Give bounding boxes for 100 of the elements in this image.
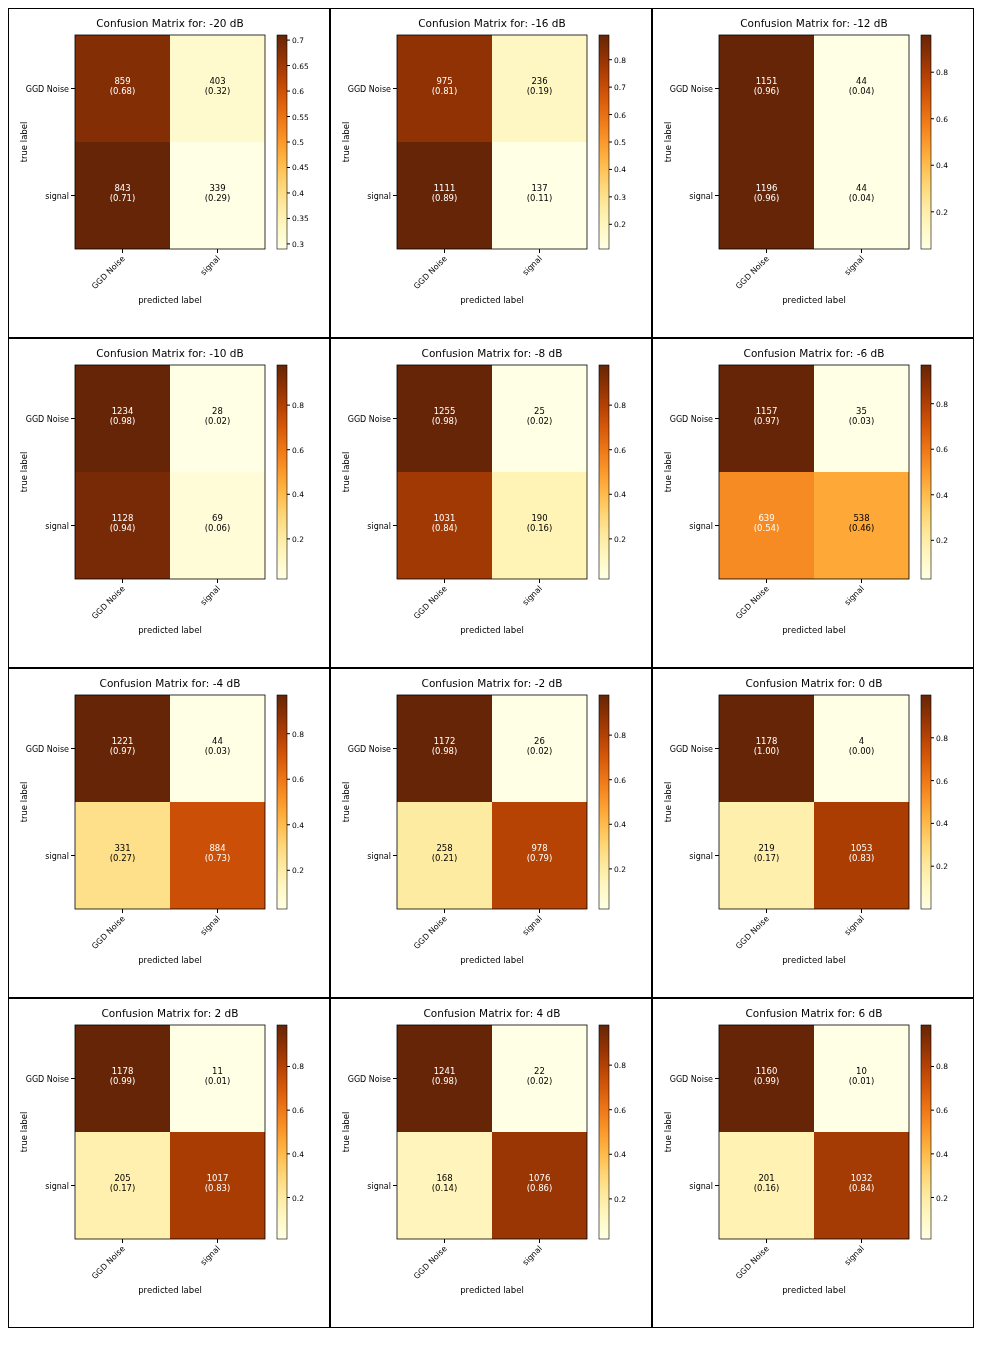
y-axis-title: true label: [663, 121, 673, 163]
data-label: 1160 (0.99): [753, 1065, 780, 1086]
data-label: 258 (0.21): [431, 842, 458, 863]
y-tick-label: signal: [367, 1181, 391, 1191]
y-axis-title: true label: [663, 1111, 673, 1153]
y-tick-label: signal: [45, 851, 69, 861]
chart-title: Confusion Matrix for: -8 dB: [421, 347, 563, 359]
y-tick-label: GGD Noise: [347, 414, 392, 424]
x-axis-title: predicted label: [782, 1285, 846, 1295]
y-tick-label: GGD Noise: [347, 744, 392, 754]
x-axis-title: predicted label: [460, 625, 524, 635]
y-tick-label: GGD Noise: [25, 1074, 70, 1084]
y-tick-label: GGD Noise: [25, 744, 70, 754]
y-axis-title: true label: [341, 121, 351, 163]
y-axis-title: true label: [341, 1111, 351, 1153]
y-axis-title: true label: [341, 781, 351, 823]
data-label: 168 (0.14): [431, 1172, 458, 1193]
data-label: 219 (0.17): [753, 842, 780, 863]
data-label: 339 (0.29): [204, 182, 231, 203]
data-label: 190 (0.16): [526, 512, 553, 533]
data-label: 1128 (0.94): [109, 512, 136, 533]
y-tick-label: signal: [45, 521, 69, 531]
y-axis-title: true label: [19, 451, 29, 493]
data-label: 1151 (0.96): [753, 75, 780, 96]
y-tick-label: GGD Noise: [25, 84, 70, 94]
data-label: 201 (0.16): [753, 1172, 780, 1193]
data-label: 22 (0.02): [526, 1065, 553, 1086]
data-label: 26 (0.02): [526, 735, 553, 756]
data-label: 1255 (0.98): [431, 405, 458, 426]
y-axis-title: true label: [663, 781, 673, 823]
data-label: 884 (0.73): [204, 842, 231, 863]
x-axis-title: predicted label: [138, 955, 202, 965]
y-tick-label: signal: [689, 1181, 713, 1191]
x-axis-title: predicted label: [782, 295, 846, 305]
data-label: 1241 (0.98): [431, 1065, 458, 1086]
data-label: 403 (0.32): [204, 75, 231, 96]
data-label: 331 (0.27): [109, 842, 136, 863]
data-label: 538 (0.46): [848, 512, 875, 533]
data-label: 10 (0.01): [848, 1065, 875, 1086]
data-label: 1157 (0.97): [753, 405, 780, 426]
x-axis-title: predicted label: [460, 955, 524, 965]
data-label: 843 (0.71): [109, 182, 136, 203]
data-label: 35 (0.03): [848, 405, 875, 426]
y-tick-label: signal: [367, 521, 391, 531]
chart-title: Confusion Matrix for: -20 dB: [96, 17, 244, 29]
data-label: 1017 (0.83): [204, 1172, 231, 1193]
data-label: 44 (0.03): [204, 735, 231, 756]
chart-title: Confusion Matrix for: 0 dB: [745, 677, 883, 689]
chart-title: Confusion Matrix for: -2 dB: [421, 677, 563, 689]
y-tick-label: GGD Noise: [669, 1074, 714, 1084]
data-label: 1196 (0.96): [753, 182, 780, 203]
y-tick-label: GGD Noise: [25, 414, 70, 424]
y-tick-label: signal: [367, 851, 391, 861]
data-label: 137 (0.11): [526, 182, 553, 203]
x-axis-title: predicted label: [460, 295, 524, 305]
data-label: 205 (0.17): [109, 1172, 136, 1193]
chart-title: Confusion Matrix for: -10 dB: [96, 347, 244, 359]
x-axis-title: predicted label: [460, 1285, 524, 1295]
y-tick-label: GGD Noise: [347, 1074, 392, 1084]
data-label: 1032 (0.84): [848, 1172, 875, 1193]
y-tick-label: signal: [689, 521, 713, 531]
data-label: 44 (0.04): [848, 182, 875, 203]
y-tick-label: GGD Noise: [347, 84, 392, 94]
chart-title: Confusion Matrix for: -16 dB: [418, 17, 566, 29]
data-label: 1076 (0.86): [526, 1172, 553, 1193]
y-tick-label: signal: [45, 191, 69, 201]
y-tick-label: GGD Noise: [669, 414, 714, 424]
data-label: 11 (0.01): [204, 1065, 231, 1086]
data-label: 1053 (0.83): [848, 842, 875, 863]
y-axis-title: true label: [19, 1111, 29, 1153]
y-tick-label: GGD Noise: [669, 744, 714, 754]
y-tick-label: signal: [689, 191, 713, 201]
chart-title: Confusion Matrix for: -4 dB: [99, 677, 241, 689]
data-label: 1221 (0.97): [109, 735, 136, 756]
data-label: 1111 (0.89): [431, 182, 458, 203]
chart-title: Confusion Matrix for: 2 dB: [101, 1007, 239, 1019]
x-axis-title: predicted label: [138, 295, 202, 305]
y-tick-label: GGD Noise: [669, 84, 714, 94]
y-axis-title: true label: [19, 121, 29, 163]
data-label: 44 (0.04): [848, 75, 875, 96]
data-label: 25 (0.02): [526, 405, 553, 426]
y-axis-title: true label: [663, 451, 673, 493]
x-axis-title: predicted label: [138, 1285, 202, 1295]
chart-title: Confusion Matrix for: 4 dB: [423, 1007, 561, 1019]
data-label: 1178 (1.00): [753, 735, 780, 756]
data-label: 975 (0.81): [431, 75, 458, 96]
y-axis-title: true label: [341, 451, 351, 493]
data-label: 1031 (0.84): [431, 512, 458, 533]
data-label: 69 (0.06): [204, 512, 231, 533]
y-tick-label: signal: [367, 191, 391, 201]
data-label: 859 (0.68): [109, 75, 136, 96]
x-axis-title: predicted label: [782, 625, 846, 635]
x-axis-title: predicted label: [138, 625, 202, 635]
data-label: 4 (0.00): [848, 735, 875, 756]
chart-title: Confusion Matrix for: -6 dB: [743, 347, 885, 359]
chart-title: Confusion Matrix for: 6 dB: [745, 1007, 883, 1019]
y-axis-title: true label: [19, 781, 29, 823]
data-label: 28 (0.02): [204, 405, 231, 426]
data-label: 1178 (0.99): [109, 1065, 136, 1086]
chart-title: Confusion Matrix for: -12 dB: [740, 17, 888, 29]
